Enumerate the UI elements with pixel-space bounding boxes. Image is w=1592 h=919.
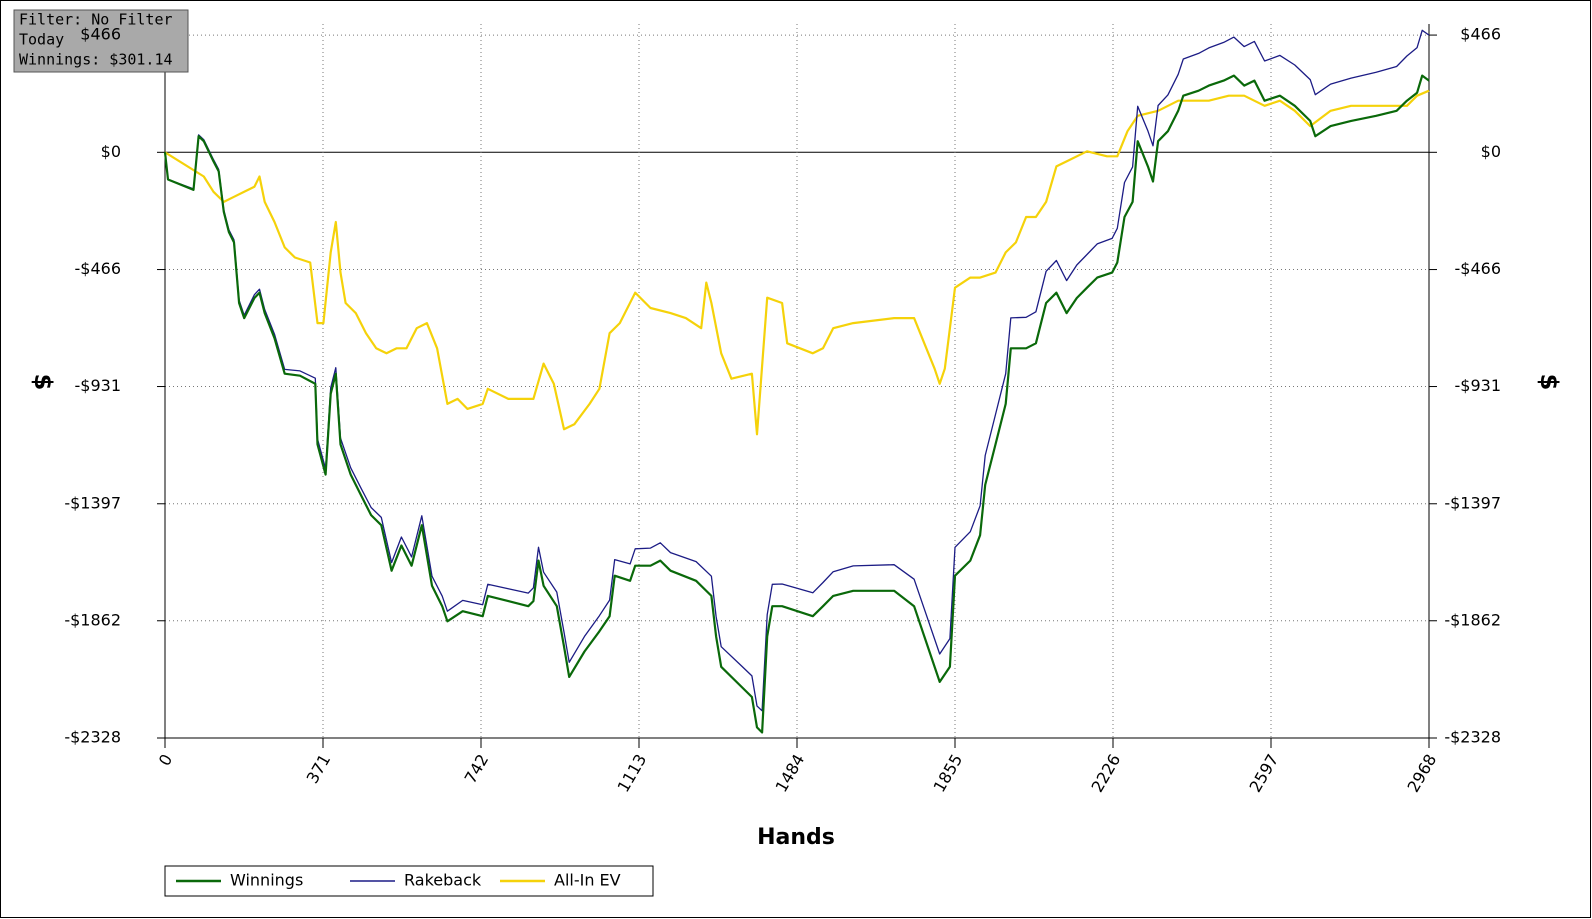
plot-area: [157, 24, 1437, 748]
x-axis-label: Hands: [757, 825, 835, 850]
y-tick-label: -$931: [75, 376, 122, 395]
legend-label: Winnings: [230, 871, 303, 890]
info-box: Filter: No Filter Today Winnings: $301.1…: [13, 9, 189, 73]
info-line: Winnings: $301.14: [19, 51, 173, 69]
y-tick-label: -$1862: [64, 610, 121, 629]
y-tick-label-right: $0: [1481, 142, 1501, 161]
y-tick-label: -$2328: [64, 728, 121, 747]
y-tick-label: -$466: [75, 259, 122, 278]
y-tick-label-right: -$466: [1455, 259, 1502, 278]
series-line: [163, 74, 1430, 734]
y-tick-label-right: $466: [1460, 25, 1501, 44]
y-tick-label: $0: [101, 142, 121, 161]
info-line: Today: [19, 31, 64, 49]
y-axis-label-right: $: [1535, 374, 1563, 391]
y-tick-label: -$1397: [64, 493, 121, 512]
y-tick-label-right: -$2328: [1444, 728, 1501, 747]
y-tick-label: $466: [80, 25, 121, 44]
y-tick-label-right: -$931: [1455, 376, 1502, 395]
info-background: [13, 9, 189, 73]
y-tick-label-right: -$1397: [1444, 493, 1501, 512]
legend-label: Rakeback: [404, 871, 482, 890]
series-line: [164, 89, 1430, 436]
legend-label: All-In EV: [554, 871, 621, 890]
series-line: [164, 29, 1430, 712]
info-line: Filter: No Filter: [19, 11, 173, 29]
legend: [164, 865, 654, 897]
y-tick-label-right: -$1862: [1444, 610, 1501, 629]
y-axis-label: $: [29, 374, 57, 391]
